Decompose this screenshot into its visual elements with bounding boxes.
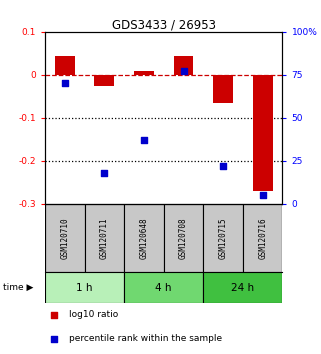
Bar — [213, 75, 233, 103]
Point — [141, 137, 146, 143]
Text: GSM120715: GSM120715 — [219, 217, 228, 259]
Bar — [203, 273, 282, 303]
Text: time ▶: time ▶ — [3, 283, 34, 292]
Point — [52, 336, 57, 341]
Point — [52, 312, 57, 318]
Point — [221, 163, 226, 169]
Bar — [124, 273, 203, 303]
Bar — [203, 204, 243, 273]
Bar — [45, 204, 84, 273]
Bar — [174, 56, 193, 75]
Text: GSM120710: GSM120710 — [60, 217, 69, 259]
Bar — [84, 204, 124, 273]
Bar — [164, 204, 203, 273]
Bar — [45, 273, 124, 303]
Text: 1 h: 1 h — [76, 282, 93, 292]
Title: GDS3433 / 26953: GDS3433 / 26953 — [112, 19, 216, 32]
Bar — [124, 204, 164, 273]
Bar — [134, 72, 154, 75]
Point — [102, 170, 107, 176]
Text: percentile rank within the sample: percentile rank within the sample — [69, 334, 222, 343]
Text: 4 h: 4 h — [155, 282, 172, 292]
Point — [181, 69, 186, 74]
Text: GSM120708: GSM120708 — [179, 217, 188, 259]
Point — [260, 193, 265, 198]
Point — [62, 81, 67, 86]
Text: log10 ratio: log10 ratio — [69, 310, 118, 319]
Bar — [55, 56, 75, 75]
Text: 24 h: 24 h — [231, 282, 255, 292]
Text: GSM120711: GSM120711 — [100, 217, 109, 259]
Bar — [253, 75, 273, 191]
Text: GSM120716: GSM120716 — [258, 217, 267, 259]
Text: GSM120648: GSM120648 — [139, 217, 148, 259]
Bar — [94, 75, 114, 86]
Bar — [243, 204, 282, 273]
